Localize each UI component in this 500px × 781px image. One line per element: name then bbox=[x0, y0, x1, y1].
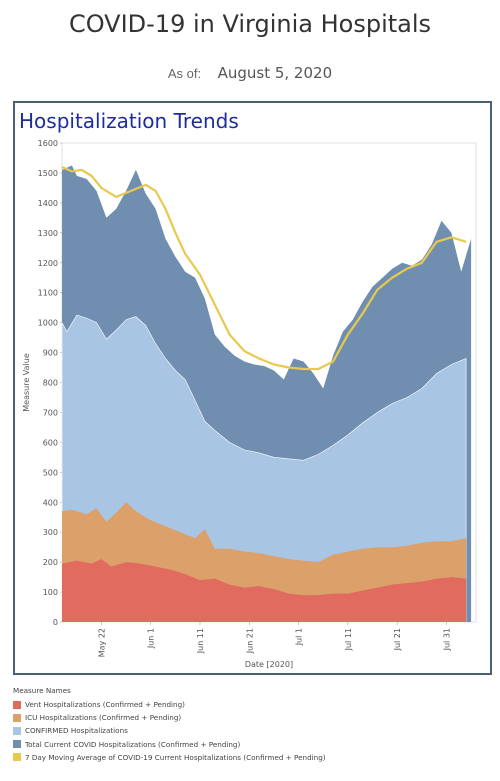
legend-swatch bbox=[13, 740, 21, 749]
legend-label: CONFIRMED Hospitalizations bbox=[25, 726, 128, 736]
legend-item[interactable]: CONFIRMED Hospitalizations bbox=[13, 724, 326, 737]
y-tick-label: 900 bbox=[43, 349, 58, 358]
legend-label: Vent Hospitalizations (Confirmed + Pendi… bbox=[25, 700, 185, 710]
hospitalization-trends-panel: Hospitalization Trends 0 100 200 300 400 500 6… bbox=[13, 101, 492, 675]
x-axis-label: Date [2020] bbox=[245, 660, 293, 669]
as-of-label: As of: bbox=[167, 66, 202, 81]
y-tick-label: 1000 bbox=[38, 319, 58, 328]
x-tick-label: Jul 1 bbox=[295, 628, 304, 646]
y-tick-label: 0 bbox=[53, 618, 58, 627]
y-tick-label: 1300 bbox=[38, 229, 58, 238]
legend-swatch bbox=[13, 700, 21, 709]
y-tick-label: 1100 bbox=[38, 289, 58, 298]
x-tick-label: Jul 11 bbox=[344, 628, 353, 651]
x-tick-label: Jun 11 bbox=[196, 628, 205, 654]
legend-title: Measure Names bbox=[13, 686, 71, 695]
y-tick-label: 800 bbox=[43, 379, 58, 388]
x-tick-label: Jul 21 bbox=[393, 628, 402, 651]
panel-title: Hospitalization Trends bbox=[19, 109, 239, 133]
legend-swatch bbox=[13, 726, 21, 735]
as-of-date: August 5, 2020 bbox=[217, 64, 333, 82]
legend-label: 7 Day Moving Average of COVID-19 Current… bbox=[25, 752, 326, 762]
x-tick-label: Jun 1 bbox=[147, 628, 156, 649]
y-tick-label: 500 bbox=[43, 468, 58, 477]
x-tick-label: Jul 31 bbox=[442, 628, 451, 651]
area-vent-hospitalizations[interactable] bbox=[62, 559, 467, 622]
y-tick-label: 400 bbox=[43, 498, 58, 507]
as-of-row: As of: August 5, 2020 bbox=[0, 64, 500, 83]
legend-item[interactable]: 7 Day Moving Average of COVID-19 Current… bbox=[13, 751, 326, 764]
x-tick-label: Jun 21 bbox=[245, 628, 254, 654]
legend-label: ICU Hospitalizations (Confirmed + Pendin… bbox=[25, 713, 182, 723]
legend-item[interactable]: ICU Hospitalizations (Confirmed + Pendin… bbox=[13, 711, 326, 724]
legend-swatch bbox=[13, 753, 21, 762]
line-7-day-moving-average[interactable] bbox=[61, 165, 467, 371]
y-tick-label: 1500 bbox=[38, 169, 58, 178]
legend-item[interactable]: Total Current COVID Hospitalizations (Co… bbox=[13, 738, 326, 751]
y-tick-label: 200 bbox=[43, 558, 58, 567]
legend: Measure Names Vent Hospitalizations (Con… bbox=[13, 686, 326, 764]
y-tick-label: 1600 bbox=[38, 139, 58, 148]
y-tick-label: 100 bbox=[43, 588, 58, 597]
hospitalization-chart[interactable]: 0 100 200 300 400 500 600 700 800 900 1000 1100 1200… bbox=[15, 103, 490, 673]
legend-label: Total Current COVID Hospitalizations (Co… bbox=[25, 739, 241, 749]
legend-swatch bbox=[13, 713, 21, 722]
legend-item[interactable]: Vent Hospitalizations (Confirmed + Pendi… bbox=[13, 698, 326, 711]
y-tick-label: 300 bbox=[43, 528, 58, 537]
page-title: COVID-19 in Virginia Hospitals bbox=[68, 10, 432, 38]
y-tick-label: 1200 bbox=[38, 259, 58, 268]
x-tick-label: May 22 bbox=[97, 628, 106, 657]
y-tick-label: 700 bbox=[43, 408, 58, 417]
y-tick-label: 1400 bbox=[38, 199, 58, 208]
y-axis-label: Measure Value bbox=[22, 353, 31, 412]
y-tick-label: 600 bbox=[43, 438, 58, 447]
